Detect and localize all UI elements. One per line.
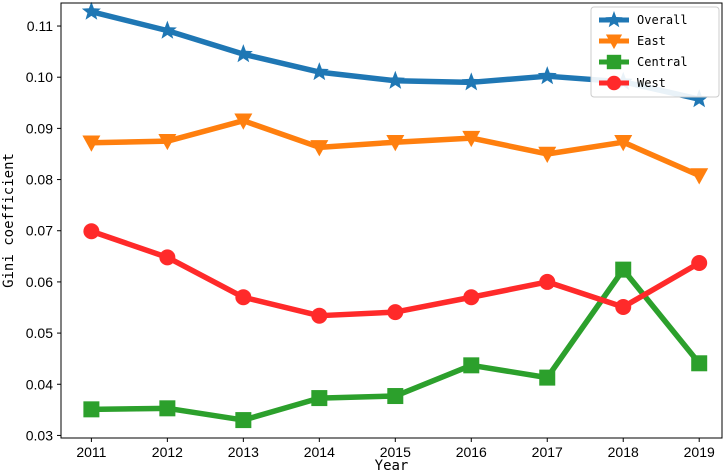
y-tick-label: 0.10 [26, 69, 53, 85]
y-axis-label: Gini coefficient [1, 153, 17, 288]
data-point-central [463, 357, 480, 374]
data-point-east [462, 130, 481, 148]
data-point-central [615, 261, 632, 278]
data-point-overall [81, 1, 101, 20]
legend-marker-west [606, 75, 622, 91]
data-point-west [235, 289, 252, 306]
data-point-west [159, 249, 176, 266]
x-tick-label: 2012 [152, 444, 183, 460]
x-tick-label: 2017 [532, 444, 563, 460]
legend-marker-central [606, 54, 622, 70]
y-tick-label: 0.07 [26, 223, 53, 239]
data-point-central [311, 390, 328, 407]
data-point-east [310, 140, 329, 157]
data-point-overall [461, 72, 481, 91]
legend-label-west: West [637, 76, 666, 90]
data-point-west [311, 307, 328, 324]
x-axis-label: Year [375, 458, 409, 473]
y-tick-label: 0.04 [26, 376, 53, 392]
data-point-west [539, 273, 556, 290]
legend-box [590, 6, 720, 98]
data-point-east [386, 135, 405, 152]
data-point-central [83, 401, 100, 418]
x-tick-label: 2018 [608, 444, 639, 460]
data-point-east [538, 146, 557, 163]
y-tick-label: 0.11 [27, 18, 53, 34]
legend-label-central: Central [637, 55, 688, 69]
x-tick-label: 2011 [76, 444, 106, 460]
x-tick-label: 2015 [380, 444, 411, 460]
data-point-overall [157, 20, 177, 39]
legend: Overall East Central West [590, 6, 720, 98]
data-point-east [690, 168, 709, 185]
data-point-east [234, 113, 253, 130]
data-point-central [691, 355, 708, 372]
x-tick-label: 2016 [456, 444, 487, 460]
data-point-west [463, 289, 480, 306]
data-point-overall [233, 44, 253, 63]
y-axis: 0.03 0.04 0.05 0.06 0.07 0.08 0.09 0.10 0.11 [26, 18, 61, 443]
x-tick-label: 2019 [684, 444, 715, 460]
y-tick-label: 0.09 [26, 120, 53, 136]
plot-area-frame [60, 2, 723, 439]
data-point-west [83, 223, 100, 240]
data-point-east [614, 135, 633, 152]
data-point-overall [385, 70, 405, 89]
y-tick-label: 0.03 [26, 427, 53, 443]
legend-label-overall: Overall [637, 13, 688, 27]
y-tick-label: 0.08 [26, 172, 53, 188]
data-point-overall [537, 66, 557, 85]
data-point-central [539, 369, 556, 386]
data-point-east [158, 133, 177, 151]
legend-marker-overall [605, 11, 623, 28]
data-point-central [387, 388, 404, 405]
data-point-overall [689, 89, 709, 108]
x-tick-label: 2014 [304, 444, 335, 460]
legend-label-east: East [637, 34, 666, 48]
data-point-overall [309, 62, 329, 81]
data-point-east [82, 135, 101, 152]
y-tick-label: 0.05 [26, 325, 53, 341]
data-point-west [387, 304, 404, 321]
x-tick-label: 2013 [228, 444, 259, 460]
y-tick-label: 0.06 [26, 274, 53, 290]
data-point-west [615, 298, 632, 315]
x-axis: 2011 2012 2013 2014 2015 2016 2017 2018 2019 [76, 438, 715, 460]
series-markers [81, 1, 709, 429]
data-point-central [235, 412, 252, 429]
data-point-west [691, 254, 708, 271]
data-point-central [159, 400, 176, 417]
legend-marker-east [605, 34, 623, 50]
